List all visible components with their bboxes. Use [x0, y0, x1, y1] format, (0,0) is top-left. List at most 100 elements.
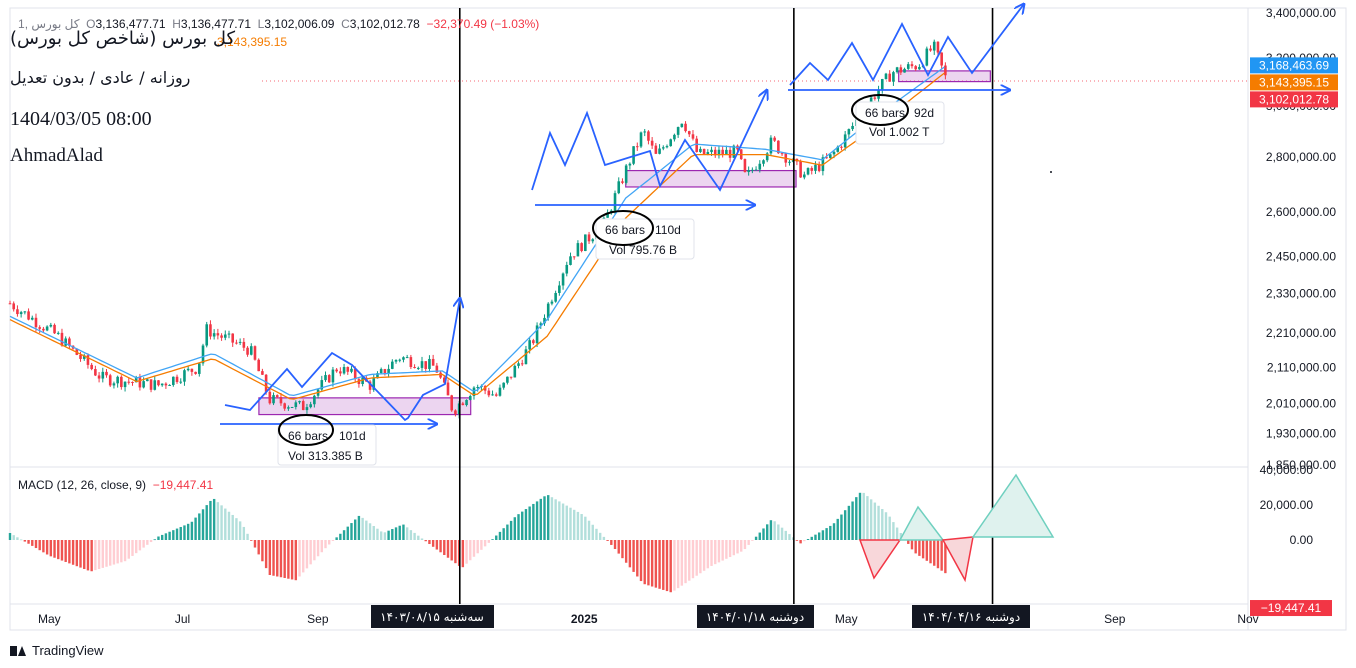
macd-legend-name: MACD (12, 26, close, 9) — [18, 478, 147, 492]
macd-projection-drawings — [858, 473, 1055, 583]
macd-bar-116 — [439, 540, 442, 553]
macd-bar-89 — [339, 533, 342, 540]
macd-bar-43 — [168, 531, 171, 540]
candle-body-132 — [498, 387, 502, 396]
macd-legend[interactable]: MACD (12, 26, close, 9) −19,447.41 — [18, 478, 213, 492]
macd-bar-34 — [135, 540, 138, 554]
macd-bar-212 — [795, 540, 799, 541]
candle-body-164 — [617, 181, 621, 194]
symbol-name[interactable]: کل بورس ,1 — [18, 17, 80, 31]
candle-body-198 — [743, 159, 747, 173]
candle-body-112 — [424, 361, 428, 369]
macd-bar-172 — [647, 540, 650, 586]
candle-body-190 — [713, 149, 717, 156]
candle-body-110 — [416, 367, 420, 369]
macd-bar-85 — [324, 540, 327, 549]
macd-bar-57 — [220, 505, 223, 540]
macd-bar-216 — [810, 536, 813, 540]
time-axis-tick-0: May — [38, 612, 61, 626]
macd-bar-8 — [38, 540, 41, 551]
macd-bar-62 — [238, 521, 242, 540]
macd-bar-48 — [186, 523, 190, 540]
candle-body-50 — [194, 371, 197, 374]
macd-bar-114 — [431, 540, 435, 547]
candle-body-84 — [320, 380, 324, 390]
candle-body-227 — [851, 125, 854, 130]
candle-body-37 — [146, 379, 149, 382]
range-stats-3-days: 92d — [914, 106, 934, 120]
macd-bar-19 — [79, 540, 82, 568]
macd-bar-55 — [212, 498, 216, 540]
macd-current-tag — [1250, 600, 1332, 617]
macd-bar-179 — [673, 540, 676, 591]
macd-bar-150 — [565, 505, 568, 540]
macd-bar-174 — [654, 540, 658, 588]
macd-bar-51 — [198, 513, 201, 540]
candle-body-220 — [825, 157, 828, 159]
tradingview-logo-icon — [10, 645, 26, 656]
tradingview-logo[interactable]: TradingView — [10, 643, 104, 658]
macd-bar-190 — [714, 540, 717, 565]
candle-body-67 — [257, 359, 260, 372]
macd-bar-245 — [918, 540, 921, 556]
candle-body-238 — [892, 72, 895, 82]
candle-body-156 — [587, 234, 591, 242]
candle-body-250 — [936, 41, 940, 53]
vline-label-3: دوشنبه ۱۴۰۴/۰۴/۱۶ — [912, 605, 1030, 628]
candle-body-173 — [650, 140, 654, 146]
candle-body-180 — [676, 127, 680, 135]
price-axis-tick-4: 2,600,000.00 — [1266, 205, 1336, 219]
candle-body-176 — [661, 147, 665, 149]
macd-bar-124 — [469, 540, 472, 561]
candle-body-189 — [710, 149, 713, 153]
macd-bar-4 — [23, 540, 27, 542]
candle-body-61 — [235, 342, 238, 344]
macd-bar-137 — [517, 514, 520, 540]
macd-bar-115 — [435, 540, 439, 550]
macd-bar-95 — [361, 517, 364, 540]
macd-bar-250 — [936, 540, 940, 569]
macd-bar-181 — [680, 540, 684, 586]
macd-bar-184 — [691, 540, 695, 579]
candle-body-163 — [613, 193, 617, 211]
macd-bar-231 — [866, 496, 869, 540]
candle-body-210 — [788, 161, 791, 163]
macd-bar-75 — [287, 540, 290, 579]
price-axis-tick-6: 2,330,000.00 — [1266, 287, 1336, 301]
price-tag-text-2: 3,102,012.78 — [1259, 92, 1329, 106]
candle-body-138 — [520, 363, 524, 365]
candle-body-72 — [275, 395, 279, 397]
macd-bar-16 — [68, 540, 71, 564]
macd-bar-168 — [632, 540, 635, 572]
range-stats-2-vol: Vol 795.76 B — [609, 243, 677, 257]
ma-value: 3,143,395.15 — [217, 35, 288, 49]
macd-bar-69 — [264, 540, 268, 569]
macd-bar-139 — [524, 509, 528, 540]
macd-bar-76 — [290, 540, 294, 580]
macd-bar-127 — [480, 540, 483, 550]
candle-body-143 — [539, 323, 543, 326]
macd-bar-110 — [417, 535, 420, 540]
macd-bar-11 — [49, 540, 53, 557]
candle-body-70 — [268, 391, 272, 404]
candle-body-100 — [379, 369, 383, 374]
macd-bar-233 — [873, 502, 877, 540]
candle-body-152 — [572, 256, 576, 258]
macd-bar-194 — [728, 540, 732, 558]
macd-bar-21 — [86, 540, 90, 571]
ma-fast-line — [9, 66, 945, 397]
macd-bar-0 — [8, 533, 12, 540]
macd-bar-86 — [328, 540, 331, 545]
candle-body-199 — [747, 170, 750, 173]
macd-bar-10 — [45, 540, 49, 555]
macd-bar-33 — [131, 540, 134, 556]
candle-body-135 — [509, 376, 513, 378]
macd-bar-105 — [398, 525, 401, 540]
macd-bar-157 — [591, 524, 594, 540]
macd-bar-209 — [784, 530, 787, 540]
candle-body-191 — [717, 149, 721, 156]
candle-body-118 — [446, 382, 450, 396]
macd-bar-126 — [476, 540, 479, 554]
candle-body-102 — [387, 368, 390, 374]
